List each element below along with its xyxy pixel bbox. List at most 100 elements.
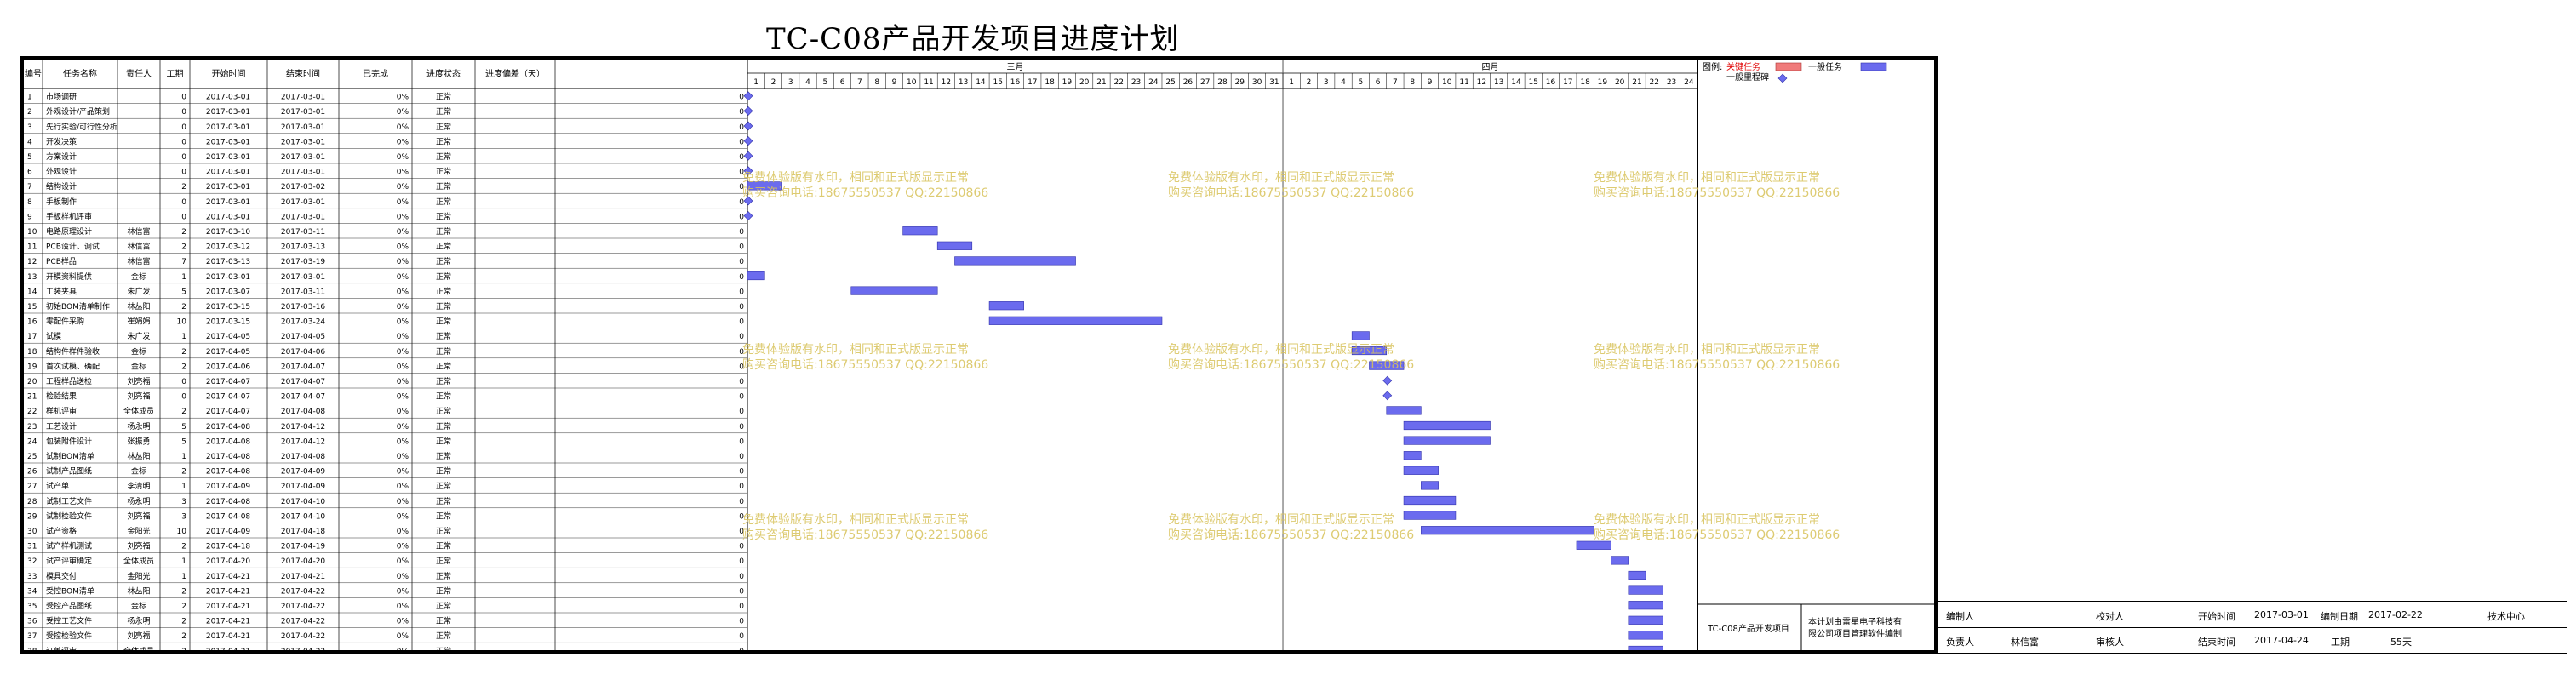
task-end: 2017-03-02 [281,183,325,191]
milestone-marker [743,136,753,146]
task-deviation: 0 [739,378,744,386]
task-name: PCB样品 [46,256,77,266]
watermark-5: 免费体验版有水印，相同和正式版显示正常 购买咨询电话:18675550537 QQ… [1168,343,1415,372]
task-start: 2017-04-07 [206,378,250,386]
start-label: 开始时间 [2198,611,2235,622]
month-label-march: 三月 [1007,62,1024,72]
task-duration: 7 [181,258,186,266]
task-deviation: 0 [739,258,744,266]
task-deviation: 0 [739,333,744,341]
task-end: 2017-03-01 [281,273,325,282]
task-id: 22 [27,408,37,416]
task-end: 2017-03-01 [281,198,325,207]
task-duration: 2 [181,243,186,252]
task-deviation: 0 [739,168,744,177]
task-id: 7 [27,183,32,191]
task-name: 电路原理设计 [46,226,92,237]
task-bar [1351,331,1370,340]
task-bar [1369,361,1405,370]
task-owner: 林丛阳 [127,451,150,461]
task-start: 2017-04-21 [206,587,250,596]
task-duration: 0 [181,123,186,132]
task-duration: 1 [181,557,186,566]
task-done: 0% [397,363,409,371]
task-end: 2017-03-01 [281,108,325,117]
task-id: 16 [27,318,37,327]
day-label: 5 [822,78,827,87]
task-start: 2017-04-06 [206,363,251,371]
task-duration: 2 [181,408,186,416]
task-owner: 刘亮福 [127,376,150,386]
task-name: 受控BOM清单 [46,585,94,596]
day-label: 15 [1529,78,1538,87]
day-label: 16 [1546,78,1556,87]
task-start: 2017-04-07 [206,408,250,416]
task-id: 21 [27,393,37,402]
task-duration: 2 [181,543,186,551]
task-deviation: 0 [739,423,744,431]
task-deviation: 0 [739,363,744,371]
task-name: 开发决策 [46,136,77,146]
task-deviation: 0 [739,498,744,506]
task-owner: 金标 [131,361,146,371]
task-done: 0% [397,273,409,282]
task-done: 0% [397,648,409,650]
day-label: 30 [1252,78,1262,87]
task-owner: 金标 [131,466,146,477]
task-bar [1628,631,1663,640]
task-duration: 2 [181,183,186,191]
task-duration: 5 [181,423,186,431]
task-start: 2017-04-21 [206,648,250,650]
task-status: 正常 [436,106,451,117]
task-status: 正常 [436,391,451,402]
day-label: 20 [1615,78,1625,87]
task-done: 0% [397,512,409,521]
task-id: 34 [27,587,37,596]
day-label: 17 [1028,78,1037,87]
column-header: 结束时间 [286,68,320,79]
date-value: 2017-02-22 [2368,609,2423,620]
day-label: 2 [1307,78,1312,87]
task-id: 33 [27,573,37,581]
task-status: 正常 [436,436,451,446]
task-end: 2017-04-19 [281,543,326,551]
task-id: 6 [27,168,32,177]
task-duration: 2 [181,648,186,650]
task-duration: 5 [181,288,186,296]
task-end: 2017-03-01 [281,153,325,162]
task-end: 2017-03-01 [281,138,325,146]
task-id: 18 [27,348,37,357]
task-start: 2017-04-09 [206,483,251,491]
task-id: 32 [27,557,37,566]
task-owner: 张振勇 [127,436,150,446]
task-start: 2017-04-05 [206,348,250,357]
task-status: 正常 [436,181,451,191]
task-duration: 0 [181,213,186,221]
task-done: 0% [397,603,409,611]
task-done: 0% [397,453,409,461]
task-bar [1403,436,1491,445]
task-start: 2017-04-08 [206,468,251,477]
task-status: 正常 [436,301,451,311]
task-owner: 刘亮福 [127,391,150,402]
footer-company-line1: 本计划由雷星电子科技有 [1808,616,1902,627]
task-owner: 杨永明 [127,421,150,431]
task-status: 正常 [436,481,451,491]
task-deviation: 0 [739,528,744,536]
task-deviation: 0 [739,557,744,566]
task-status: 正常 [436,585,451,596]
end-value: 2017-04-24 [2254,635,2309,646]
task-deviation: 0 [739,138,744,146]
task-id: 23 [27,423,37,431]
task-name: PCB设计、调试 [46,242,100,252]
day-label: 20 [1079,78,1090,87]
task-deviation: 0 [739,123,744,132]
task-id: 38 [27,648,37,650]
task-done: 0% [397,437,409,446]
task-status: 正常 [436,526,451,536]
task-owner: 金标 [131,346,146,357]
task-duration: 2 [181,228,186,237]
task-owner: 全体成员 [123,646,154,650]
day-label: 19 [1062,78,1073,87]
task-deviation: 0 [739,648,744,650]
